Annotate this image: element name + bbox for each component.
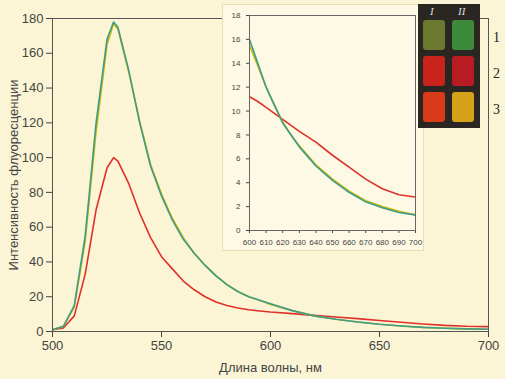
svg-text:120: 120 [22,115,44,130]
svg-text:2: 2 [236,202,241,211]
svg-text:10: 10 [232,107,241,116]
html-text:3: 3 [493,102,500,117]
svg-text:660: 660 [342,238,356,247]
svg-text:6: 6 [236,154,241,163]
html-text:II: II [458,5,466,17]
svg-text:600: 600 [243,238,257,247]
svg-text:550: 550 [151,338,173,353]
svg-text:140: 140 [22,80,44,95]
html-text:1: 1 [493,30,500,45]
svg-text:630: 630 [293,238,307,247]
svg-text:620: 620 [276,238,290,247]
svg-text:Длина волны, нм: Длина волны, нм [219,360,322,375]
svg-text:670: 670 [359,238,373,247]
svg-text:16: 16 [232,35,241,44]
html-text:I: I [430,5,434,17]
svg-text:18: 18 [232,11,241,20]
svg-text:4: 4 [236,178,241,187]
svg-text:Интенсивность флуоресценции: Интенсивность флуоресценции [6,80,21,271]
svg-text:60: 60 [29,219,43,234]
svg-text:650: 650 [326,238,340,247]
svg-text:20: 20 [29,289,43,304]
svg-text:700: 700 [409,238,423,247]
html-text:2: 2 [493,66,500,81]
svg-text:650: 650 [369,338,391,353]
svg-text:0: 0 [36,324,43,339]
svg-text:640: 640 [309,238,323,247]
svg-text:14: 14 [232,59,241,68]
svg-text:160: 160 [22,45,44,60]
svg-text:600: 600 [260,338,282,353]
svg-text:180: 180 [22,11,44,26]
svg-text:12: 12 [232,83,241,92]
svg-text:610: 610 [259,238,273,247]
svg-text:0: 0 [236,226,241,235]
svg-text:100: 100 [22,150,44,165]
svg-text:500: 500 [42,338,64,353]
svg-text:40: 40 [29,254,43,269]
svg-text:700: 700 [478,338,500,353]
svg-text:680: 680 [376,238,390,247]
svg-text:8: 8 [236,131,241,140]
svg-text:80: 80 [29,185,43,200]
svg-text:690: 690 [392,238,406,247]
